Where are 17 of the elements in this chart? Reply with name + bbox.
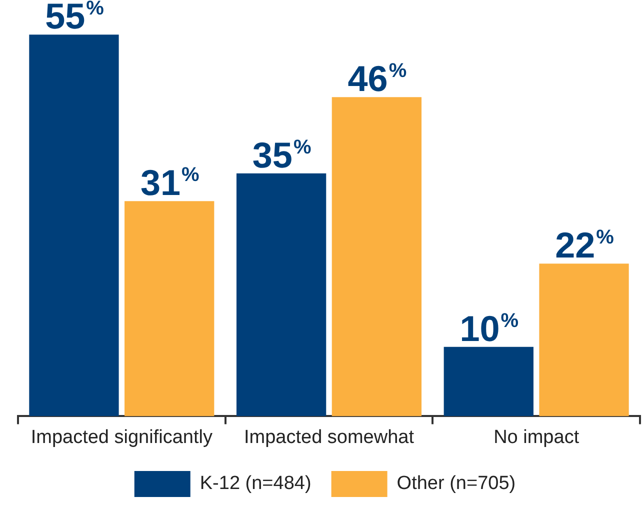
data-label: 31% bbox=[140, 162, 200, 204]
legend-label: Other (n=705) bbox=[396, 473, 516, 494]
x-tick-label: Impacted somewhat bbox=[244, 426, 415, 448]
bar bbox=[444, 346, 534, 416]
legend-label: K-12 (n=484) bbox=[200, 473, 312, 494]
data-label: 10% bbox=[460, 308, 519, 349]
x-tick-label: Impacted significantly bbox=[30, 426, 213, 448]
bar bbox=[29, 34, 119, 416]
bar bbox=[332, 97, 422, 416]
data-label: 35% bbox=[252, 134, 312, 176]
data-label: 22% bbox=[555, 224, 614, 266]
data-label: 46% bbox=[348, 58, 407, 100]
bar bbox=[124, 201, 214, 416]
bar bbox=[236, 173, 326, 416]
x-tick-label: No impact bbox=[494, 426, 580, 448]
bar bbox=[539, 264, 629, 416]
data-label: 55% bbox=[45, 0, 104, 37]
